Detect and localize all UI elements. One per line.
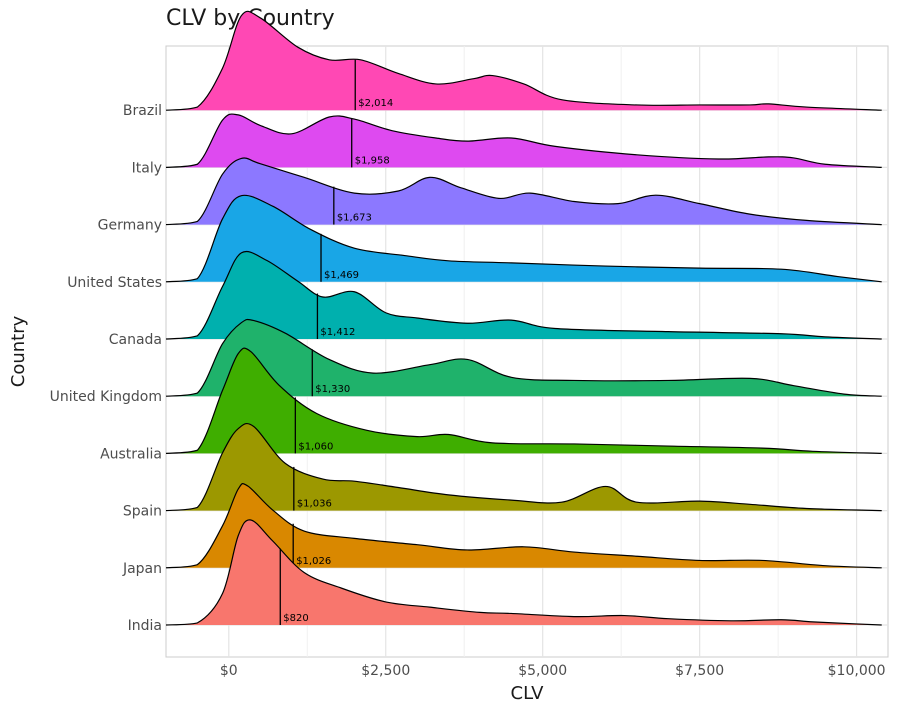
y-tick-label: India <box>128 618 162 634</box>
y-tick-label: Canada <box>109 332 162 348</box>
ridge-area-italy <box>166 114 882 168</box>
ridge-area-united-kingdom <box>166 319 882 397</box>
ridge-area-brazil <box>166 11 882 111</box>
y-tick-label: Italy <box>132 160 162 176</box>
ridge-area-australia <box>166 348 882 454</box>
median-label-united-kingdom: $1,330 <box>315 384 350 395</box>
x-axis-title: CLV <box>511 683 545 704</box>
plot-panel-border <box>165 45 889 658</box>
ridge-outline-india <box>165 519 882 626</box>
median-label-japan: $1,026 <box>296 556 331 567</box>
ridge-outline-italy <box>165 113 882 168</box>
y-tick-label: United States <box>67 275 162 291</box>
ridge-area-united-states <box>166 195 882 282</box>
median-label-spain: $1,036 <box>297 499 332 510</box>
median-label-brazil: $2,014 <box>358 98 393 109</box>
x-tick-label: $5,000 <box>518 663 567 679</box>
median-label-italy: $1,958 <box>355 155 390 166</box>
y-tick-label: Japan <box>122 561 162 577</box>
ridge-area-spain <box>166 423 882 511</box>
median-label-australia: $1,060 <box>298 441 333 452</box>
median-label-canada: $1,412 <box>320 327 355 338</box>
ridge-outline-united-states <box>165 194 882 283</box>
y-tick-label: Australia <box>100 446 162 462</box>
y-tick-label: Germany <box>98 218 162 234</box>
ridge-outline-brazil <box>165 10 882 111</box>
ridge-outline-canada <box>165 250 882 340</box>
y-axis-title: Country <box>8 315 29 387</box>
x-tick-label: $2,500 <box>361 663 410 679</box>
ridge-outline-germany <box>165 157 882 226</box>
ridge-outline-united-kingdom <box>165 318 882 397</box>
median-label-india: $820 <box>283 613 308 624</box>
x-tick-label: $7,500 <box>675 663 724 679</box>
ridge-outline-spain <box>165 422 882 512</box>
ridge-outline-australia <box>165 347 882 454</box>
y-tick-label: United Kingdom <box>50 389 162 405</box>
x-tick-label: $10,000 <box>828 663 886 679</box>
y-tick-label: Spain <box>123 504 162 520</box>
median-label-united-states: $1,469 <box>324 270 359 281</box>
ridge-outline-japan <box>165 483 882 569</box>
y-tick-label: Brazil <box>123 103 162 119</box>
ridge-area-germany <box>166 158 882 225</box>
x-tick-label: $0 <box>220 663 238 679</box>
ridge-area-japan <box>166 483 882 568</box>
median-label-germany: $1,673 <box>337 213 372 224</box>
ridge-area-canada <box>166 251 882 339</box>
ridge-area-india <box>166 519 882 625</box>
